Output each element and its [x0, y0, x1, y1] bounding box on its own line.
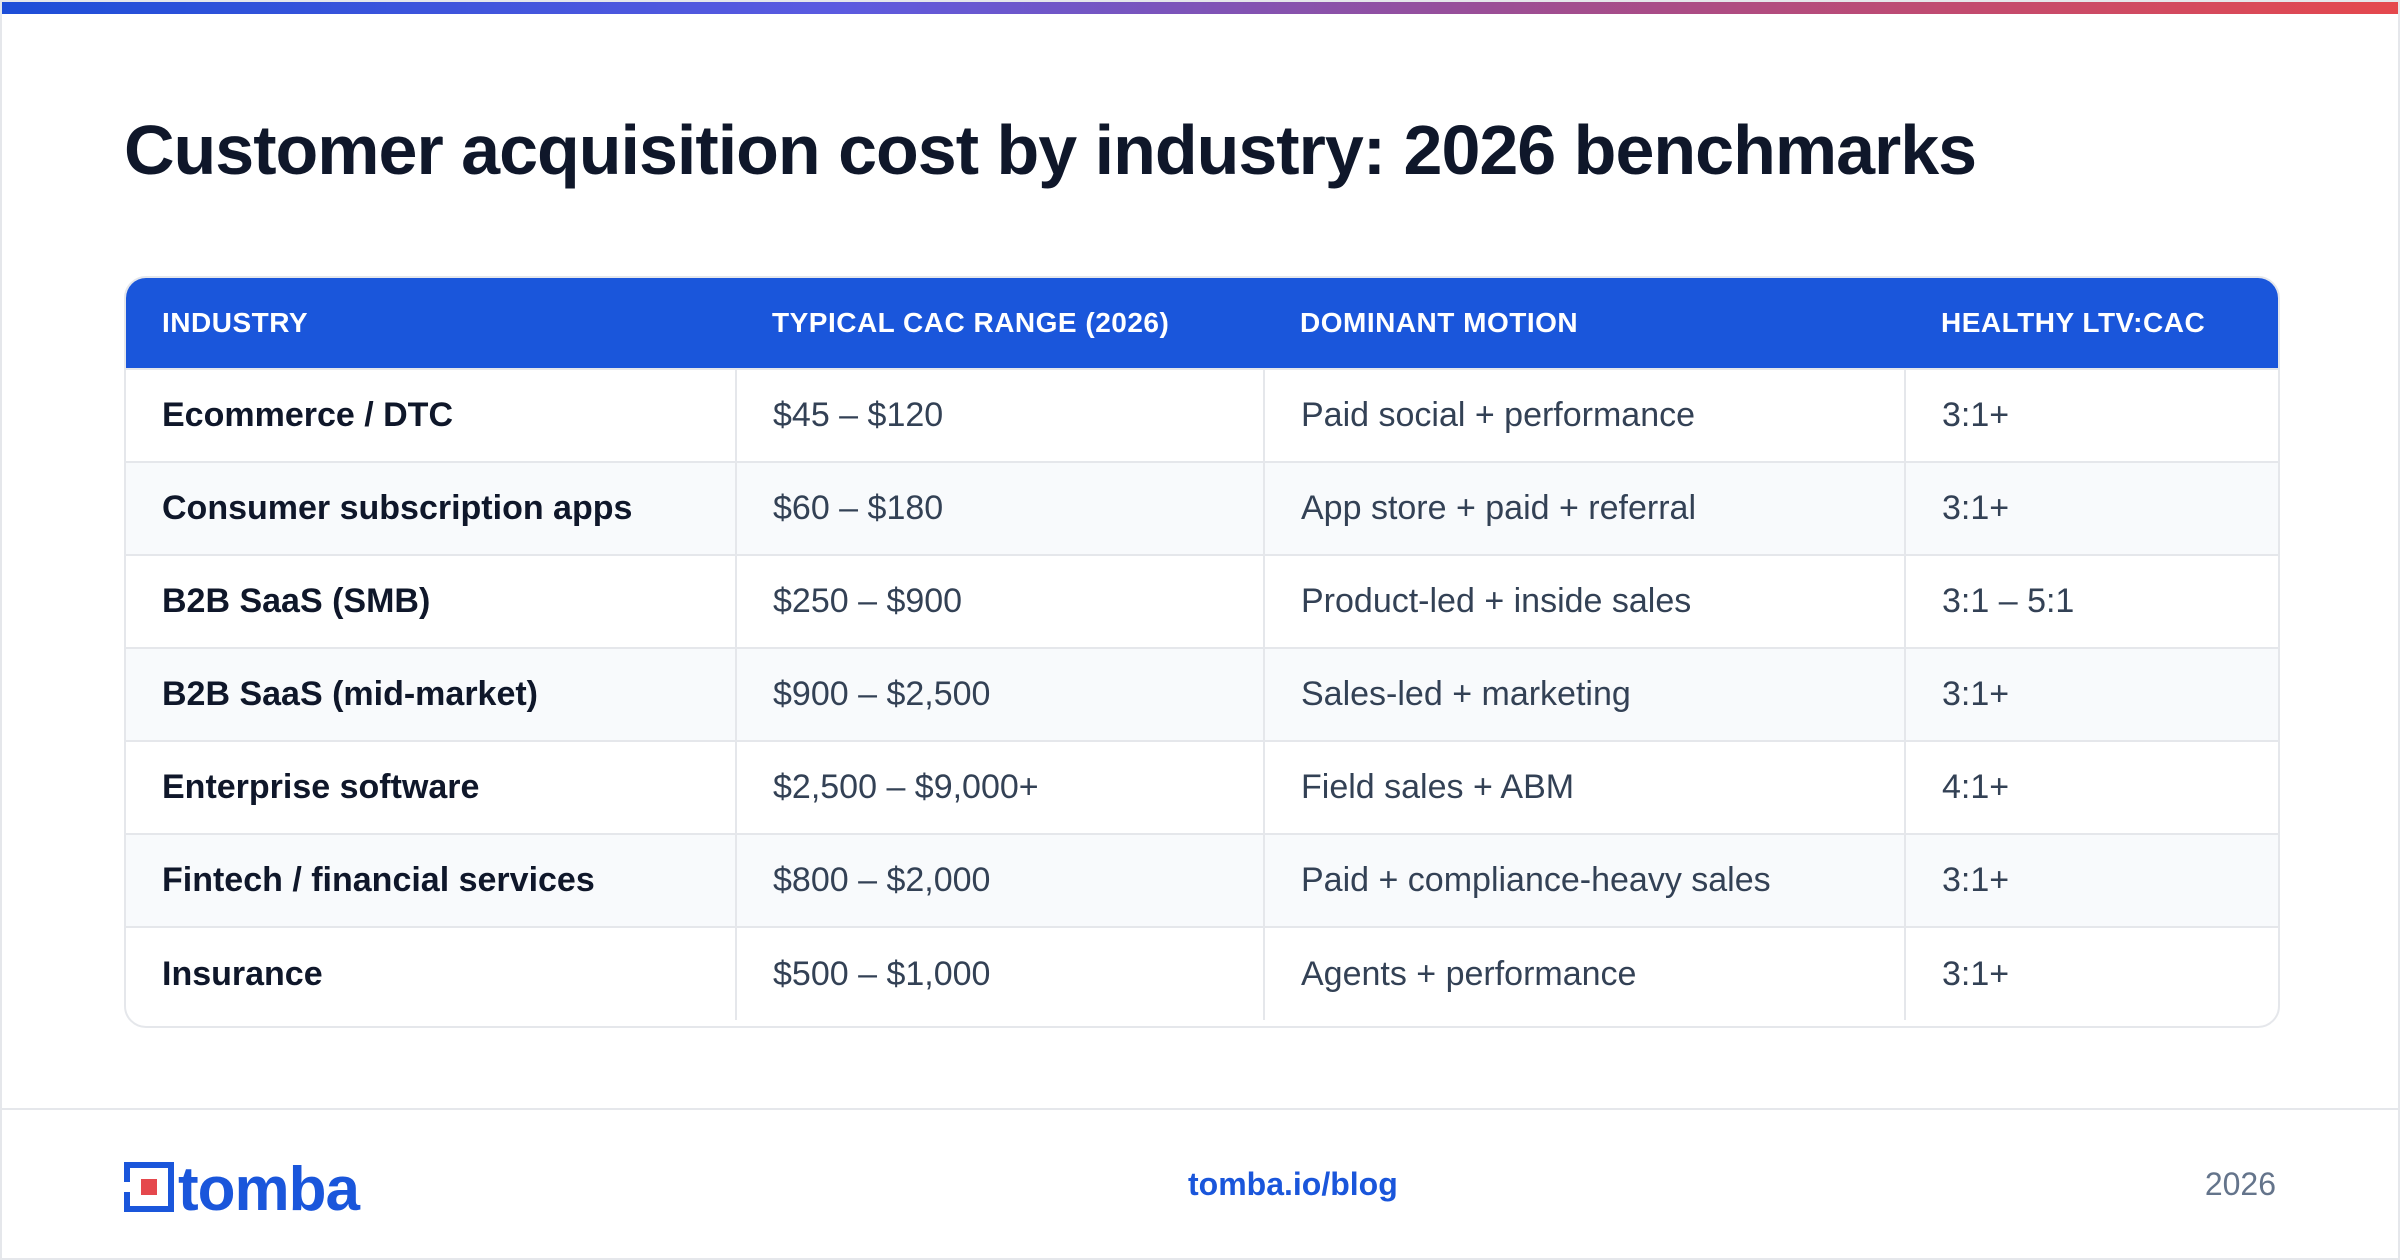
- table-header-row: INDUSTRY TYPICAL CAC RANGE (2026) DOMINA…: [126, 278, 2278, 369]
- tomba-logo[interactable]: tomba: [124, 1154, 360, 1224]
- cell-cac-range: $60 – $180: [735, 461, 1264, 555]
- table-row: B2B SaaS (SMB) $250 – $900 Product-led +…: [126, 554, 2278, 648]
- cell-dominant-motion: Field sales + ABM: [1263, 740, 1905, 834]
- page-title: Customer acquisition cost by industry: 2…: [124, 111, 1977, 189]
- cell-dominant-motion: Product-led + inside sales: [1263, 554, 1905, 648]
- cell-ltv-cac: 3:1 – 5:1: [1904, 554, 2278, 648]
- table-row: Fintech / financial services $800 – $2,0…: [126, 833, 2278, 927]
- header-ltv-cac: HEALTHY LTV:CAC: [1905, 278, 2278, 369]
- cac-table: INDUSTRY TYPICAL CAC RANGE (2026) DOMINA…: [126, 278, 2278, 1020]
- cell-ltv-cac: 3:1+: [1904, 833, 2278, 927]
- table-row: Consumer subscription apps $60 – $180 Ap…: [126, 461, 2278, 555]
- cell-ltv-cac: 4:1+: [1904, 740, 2278, 834]
- cell-dominant-motion: App store + paid + referral: [1263, 461, 1905, 555]
- table-row: Ecommerce / DTC $45 – $120 Paid social +…: [126, 368, 2278, 462]
- header-cac-range: TYPICAL CAC RANGE (2026): [736, 278, 1264, 369]
- cell-cac-range: $250 – $900: [735, 554, 1264, 648]
- cell-ltv-cac: 3:1+: [1904, 461, 2278, 555]
- cell-industry: Fintech / financial services: [126, 833, 736, 927]
- cell-cac-range: $500 – $1,000: [735, 926, 1264, 1020]
- cell-industry: Insurance: [126, 926, 736, 1020]
- table-row: Insurance $500 – $1,000 Agents + perform…: [126, 926, 2278, 1020]
- cell-ltv-cac: 3:1+: [1904, 926, 2278, 1020]
- header-dominant-motion: DOMINANT MOTION: [1264, 278, 1905, 369]
- cell-dominant-motion: Sales-led + marketing: [1263, 647, 1905, 741]
- tomba-logo-mark-icon: [124, 1161, 178, 1217]
- cell-industry: Ecommerce / DTC: [126, 368, 736, 462]
- cell-cac-range: $2,500 – $9,000+: [735, 740, 1264, 834]
- top-gradient-bar: [2, 2, 2398, 14]
- cell-ltv-cac: 3:1+: [1904, 647, 2278, 741]
- cell-industry: B2B SaaS (mid-market): [126, 647, 736, 741]
- header-industry: INDUSTRY: [126, 278, 736, 369]
- cell-dominant-motion: Paid social + performance: [1263, 368, 1905, 462]
- cell-industry: Enterprise software: [126, 740, 736, 834]
- table-row: Enterprise software $2,500 – $9,000+ Fie…: [126, 740, 2278, 834]
- footer-year: 2026: [2204, 1166, 2276, 1202]
- logo-wordmark: tomba: [178, 1154, 360, 1224]
- cac-table-container: INDUSTRY TYPICAL CAC RANGE (2026) DOMINA…: [124, 276, 2280, 1028]
- blog-link[interactable]: tomba.io/blog: [1188, 1166, 1398, 1202]
- cell-cac-range: $800 – $2,000: [735, 833, 1264, 927]
- footer-divider: [2, 1108, 2398, 1110]
- cell-dominant-motion: Agents + performance: [1263, 926, 1905, 1020]
- cell-industry: B2B SaaS (SMB): [126, 554, 736, 648]
- cell-ltv-cac: 3:1+: [1904, 368, 2278, 462]
- table-row: B2B SaaS (mid-market) $900 – $2,500 Sale…: [126, 647, 2278, 741]
- cell-cac-range: $45 – $120: [735, 368, 1264, 462]
- cell-dominant-motion: Paid + compliance-heavy sales: [1263, 833, 1905, 927]
- cell-cac-range: $900 – $2,500: [735, 647, 1264, 741]
- cell-industry: Consumer subscription apps: [126, 461, 736, 555]
